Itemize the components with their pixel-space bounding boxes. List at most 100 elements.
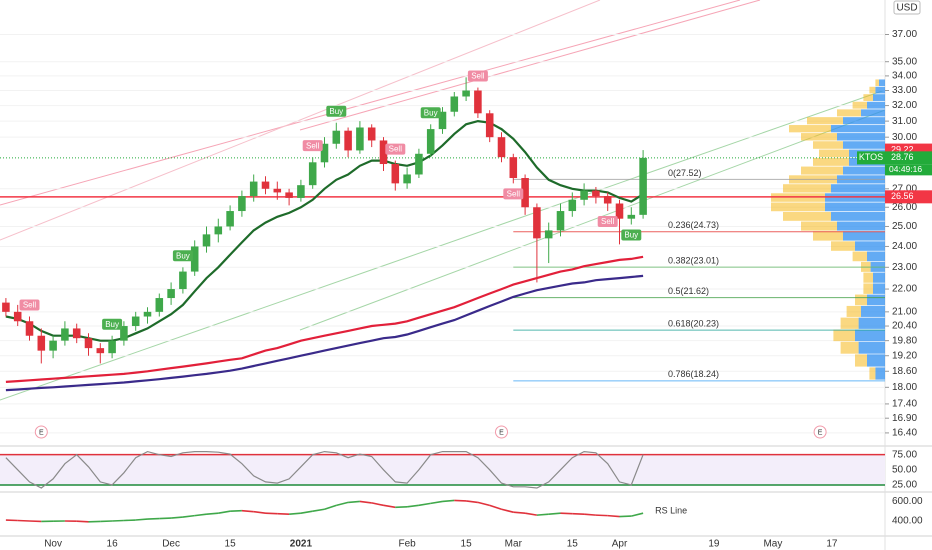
symbol-label: KTOS: [859, 152, 883, 162]
rs-segment: [300, 510, 313, 514]
volume-profile-buy: [855, 241, 885, 251]
y-tick-label: 33.00: [892, 85, 917, 96]
candle-body: [297, 185, 305, 198]
rs-segment: [289, 512, 301, 515]
candle-body: [356, 127, 364, 151]
y-tick-label: 16.90: [892, 413, 917, 424]
rs-segment: [336, 501, 349, 507]
fib-label: 0.382(23.01): [668, 255, 719, 265]
candle-body: [603, 196, 612, 204]
y-tick-label: 19.20: [892, 350, 917, 361]
candle-body: [226, 211, 234, 227]
candle-body: [544, 230, 553, 239]
y-tick-label: 23.00: [892, 262, 917, 273]
signal-badge: [420, 107, 441, 119]
volume-profile-sell: [801, 221, 837, 231]
candle-body: [533, 207, 541, 239]
candle-body: [167, 289, 175, 299]
candle-body: [261, 181, 270, 189]
volume-profile-sell: [837, 109, 861, 117]
y-tick-label: 24.00: [892, 241, 917, 252]
rs-tick-label: 400.00: [892, 516, 923, 527]
volume-profile-sell: [831, 241, 855, 251]
volume-profile-sell: [863, 283, 873, 294]
y-tick-label: 22.00: [892, 284, 917, 295]
volume-profile-sell: [789, 125, 831, 133]
candle-body: [96, 348, 105, 354]
volume-profile-sell: [813, 157, 849, 166]
candle-body: [450, 96, 459, 112]
volume-profile-buy: [831, 184, 885, 193]
signal-badge: [102, 318, 123, 330]
rs-segment: [359, 500, 372, 504]
y-tick-label: 31.00: [892, 116, 917, 127]
candle-body: [108, 340, 116, 354]
x-tick-label: Nov: [44, 539, 62, 550]
signal-badge: [172, 250, 193, 262]
x-tick-label: Apr: [612, 539, 628, 550]
candle-body: [568, 199, 577, 212]
volume-profile-sell: [875, 79, 879, 87]
volume-profile-buy: [843, 117, 885, 125]
y-tick-label: 30.00: [892, 132, 917, 143]
trend-line: [0, 0, 601, 241]
fib-label: 0(27.52): [668, 168, 702, 178]
y-tick-label: 18.00: [892, 382, 917, 393]
fib-label: 0.618(20.23): [668, 319, 719, 329]
signal-badge: [385, 143, 406, 155]
candle-body: [84, 338, 93, 349]
volume-profile-sell: [813, 231, 843, 241]
volume-profile-sell: [783, 211, 831, 221]
volume-profile-sell: [771, 202, 825, 212]
volume-profile-buy: [837, 221, 885, 231]
x-tick-label: Dec: [162, 539, 180, 550]
price-tag-label: 26.56: [891, 191, 914, 201]
candle-body: [308, 162, 317, 186]
signal-badge: [19, 299, 40, 311]
y-tick-label: 37.00: [892, 29, 917, 40]
candle-body: [332, 130, 341, 144]
rs-segment: [489, 504, 502, 511]
candle-body: [580, 190, 588, 200]
volume-profile-sell: [869, 86, 876, 94]
candle-body: [249, 181, 258, 197]
rs-segment: [407, 504, 419, 508]
candle-body: [438, 111, 447, 130]
volume-profile-buy: [843, 141, 885, 149]
rs-segment: [524, 512, 538, 516]
rs-segment: [171, 516, 183, 519]
volume-profile-buy: [858, 317, 885, 329]
candle-body: [143, 311, 152, 317]
trend-line: [299, 109, 886, 331]
rs-segment: [548, 512, 561, 515]
x-tick-label: May: [763, 539, 782, 550]
earnings-marker: [495, 425, 508, 439]
candle-body: [179, 271, 187, 290]
band-fill: [0, 454, 885, 485]
y-tick-label: 21.00: [892, 306, 917, 317]
candle-body: [214, 226, 223, 235]
y-tick-label: 32.00: [892, 100, 917, 111]
earnings-label: E: [499, 429, 504, 436]
volume-profile-buy: [867, 294, 885, 306]
rs-segment: [536, 513, 549, 516]
currency-box[interactable]: [893, 0, 921, 15]
candle-body: [285, 192, 293, 198]
signal-label: Buy: [176, 251, 190, 260]
x-tick-label: 2021: [290, 539, 313, 550]
price-tag: [885, 151, 932, 165]
volume-profile-sell: [852, 101, 867, 109]
volume-profile-buy: [843, 231, 885, 241]
candle-body: [72, 328, 81, 339]
candle-body: [509, 157, 518, 179]
signal-badge: [302, 140, 323, 152]
symbol-tag: [857, 151, 885, 165]
volume-profile-buy: [875, 86, 885, 94]
volume-profile-buy: [861, 305, 885, 317]
volume-profile-sell: [863, 272, 873, 283]
candle-body: [615, 203, 624, 219]
y-tick-label: 34.00: [892, 71, 917, 82]
signal-label: Sell: [601, 217, 615, 226]
timer-label: 04:49:16: [889, 164, 922, 174]
candle-body: [367, 127, 376, 141]
